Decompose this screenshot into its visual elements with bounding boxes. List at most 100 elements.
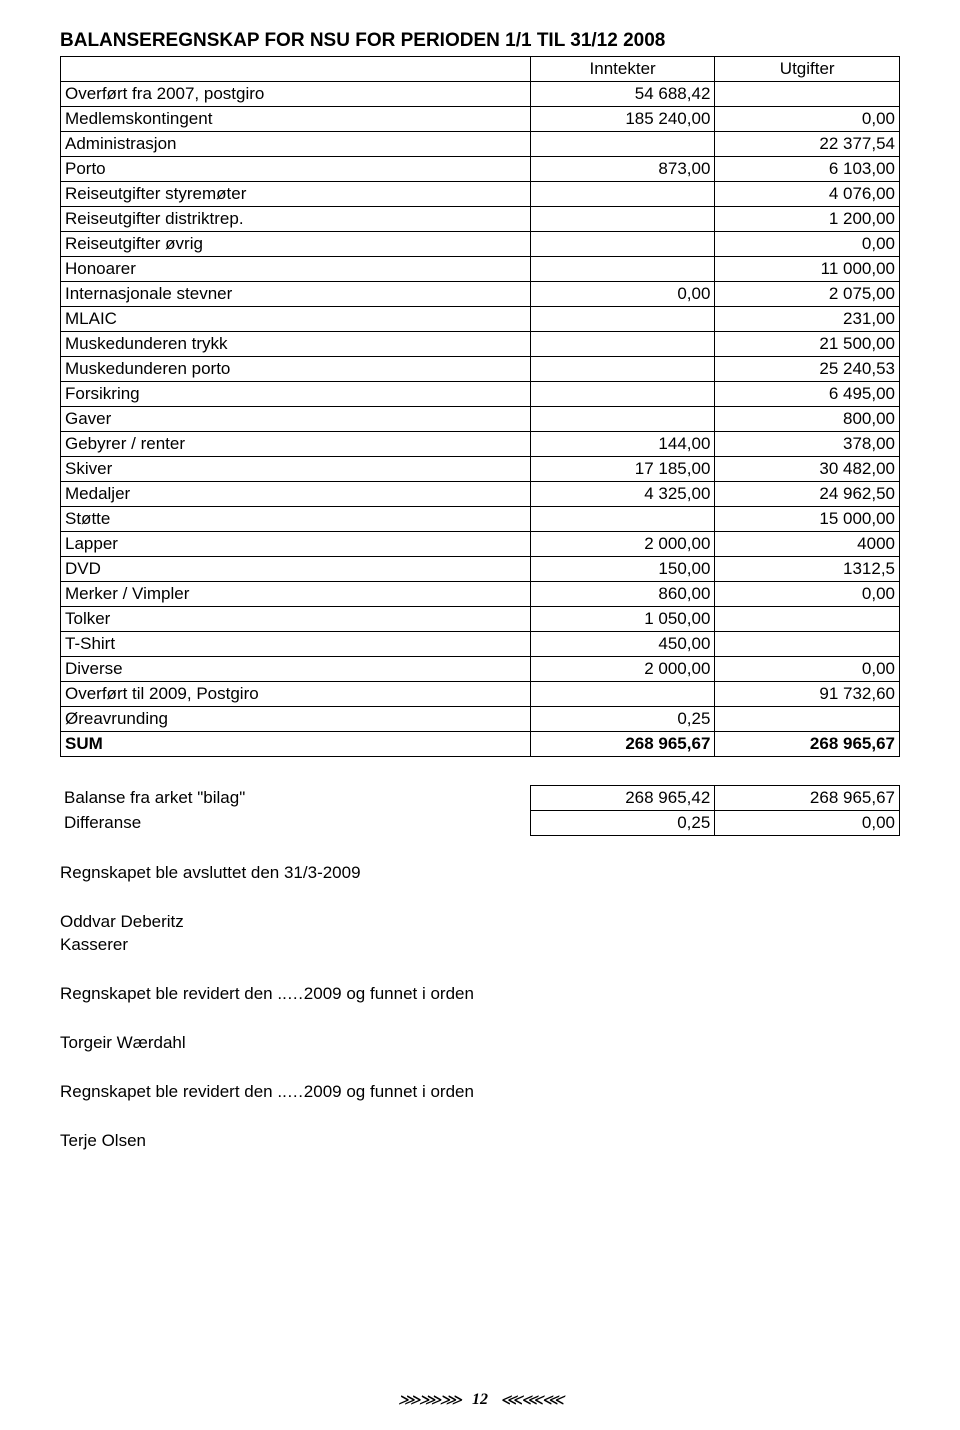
table-row: Skiver17 185,0030 482,00	[61, 457, 900, 482]
revision-text-1: Regnskapet ble revidert den ..…2009 og f…	[60, 983, 900, 1006]
row-expense: 2 075,00	[715, 282, 900, 307]
balance-row: Balanse fra arket "bilag" 268 965,42 268…	[60, 786, 900, 811]
row-expense: 378,00	[715, 432, 900, 457]
balance-income-2: 0,25	[530, 811, 715, 836]
signer-name-1: Oddvar Deberitz	[60, 911, 900, 934]
table-row: Lapper2 000,004000	[61, 532, 900, 557]
row-label: Gaver	[61, 407, 531, 432]
row-income	[530, 307, 715, 332]
table-row: Internasjonale stevner0,002 075,00	[61, 282, 900, 307]
ledger-table: Inntekter Utgifter Overført fra 2007, po…	[60, 56, 900, 757]
balance-expense-2: 0,00	[715, 811, 900, 836]
row-expense: 22 377,54	[715, 132, 900, 157]
row-label: Porto	[61, 157, 531, 182]
table-row: Reiseutgifter distriktrep.1 200,00	[61, 207, 900, 232]
table-row: Støtte 15 000,00	[61, 507, 900, 532]
row-income: 450,00	[530, 632, 715, 657]
row-income	[530, 382, 715, 407]
row-income	[530, 507, 715, 532]
row-label: Forsikring	[61, 382, 531, 407]
row-income: 0,25	[530, 707, 715, 732]
row-label: Administrasjon	[61, 132, 531, 157]
row-expense: 15 000,00	[715, 507, 900, 532]
row-income	[530, 332, 715, 357]
row-income: 144,00	[530, 432, 715, 457]
row-label: T-Shirt	[61, 632, 531, 657]
row-income	[530, 357, 715, 382]
row-income	[530, 132, 715, 157]
row-label: Reiseutgifter distriktrep.	[61, 207, 531, 232]
header-blank	[61, 57, 531, 82]
table-row: Tolker1 050,00	[61, 607, 900, 632]
row-expense: 4000	[715, 532, 900, 557]
row-income: 185 240,00	[530, 107, 715, 132]
balance-label-1: Balanse fra arket "bilag"	[60, 786, 530, 811]
table-row: Muskedunderen trykk 21 500,00	[61, 332, 900, 357]
row-expense: 0,00	[715, 107, 900, 132]
row-expense: 11 000,00	[715, 257, 900, 282]
row-expense: 800,00	[715, 407, 900, 432]
row-label: Overført fra 2007, postgiro	[61, 82, 531, 107]
row-label: Øreavrunding	[61, 707, 531, 732]
row-expense	[715, 82, 900, 107]
row-label: Gebyrer / renter	[61, 432, 531, 457]
row-income: 4 325,00	[530, 482, 715, 507]
table-row: Honoarer 11 000,00	[61, 257, 900, 282]
row-expense	[715, 632, 900, 657]
signature-block-1: Oddvar Deberitz Kasserer	[60, 911, 900, 957]
row-expense: 6 103,00	[715, 157, 900, 182]
balance-row: Differanse 0,25 0,00	[60, 811, 900, 836]
row-label: Overført til 2009, Postgiro	[61, 682, 531, 707]
row-expense: 21 500,00	[715, 332, 900, 357]
row-expense: 1312,5	[715, 557, 900, 582]
row-expense: 25 240,53	[715, 357, 900, 382]
row-income: 2 000,00	[530, 657, 715, 682]
table-row: Diverse2 000,000,00	[61, 657, 900, 682]
table-row: Forsikring6 495,00	[61, 382, 900, 407]
row-label: Reiseutgifter styremøter	[61, 182, 531, 207]
sum-label: SUM	[61, 732, 531, 757]
row-label: Støtte	[61, 507, 531, 532]
table-row: Administrasjon 22 377,54	[61, 132, 900, 157]
row-label: Merker / Vimpler	[61, 582, 531, 607]
balance-income-1: 268 965,42	[530, 786, 715, 811]
page-number: 12	[472, 1391, 488, 1408]
row-income	[530, 182, 715, 207]
sum-row: SUM 268 965,67 268 965,67	[61, 732, 900, 757]
balance-table: Balanse fra arket "bilag" 268 965,42 268…	[60, 785, 900, 836]
row-income	[530, 407, 715, 432]
row-expense: 24 962,50	[715, 482, 900, 507]
row-expense: 231,00	[715, 307, 900, 332]
row-label: MLAIC	[61, 307, 531, 332]
ornament-right-icon: ⋘⋘⋘	[500, 1390, 562, 1410]
row-income: 17 185,00	[530, 457, 715, 482]
row-expense: 0,00	[715, 657, 900, 682]
row-label: Medaljer	[61, 482, 531, 507]
table-row: Merker / Vimpler860,000,00	[61, 582, 900, 607]
table-row: Medaljer4 325,0024 962,50	[61, 482, 900, 507]
table-row: Gebyrer / renter144,00378,00	[61, 432, 900, 457]
table-row: Reiseutgifter øvrig0,00	[61, 232, 900, 257]
row-expense: 91 732,60	[715, 682, 900, 707]
row-expense	[715, 607, 900, 632]
table-row: Porto873,006 103,00	[61, 157, 900, 182]
row-label: Muskedunderen trykk	[61, 332, 531, 357]
signer-role-1: Kasserer	[60, 934, 900, 957]
row-label: Muskedunderen porto	[61, 357, 531, 382]
table-row: Gaver 800,00	[61, 407, 900, 432]
row-label: Diverse	[61, 657, 531, 682]
revision-text-2: Regnskapet ble revidert den ..…2009 og f…	[60, 1081, 900, 1104]
closed-text: Regnskapet ble avsluttet den 31/3-2009	[60, 862, 900, 885]
row-label: DVD	[61, 557, 531, 582]
row-income	[530, 257, 715, 282]
row-expense: 4 076,00	[715, 182, 900, 207]
row-income: 873,00	[530, 157, 715, 182]
signer-name-2: Torgeir Wærdahl	[60, 1032, 900, 1055]
table-row: Reiseutgifter styremøter 4 076,00	[61, 182, 900, 207]
table-row: Medlemskontingent185 240,000,00	[61, 107, 900, 132]
row-label: Honoarer	[61, 257, 531, 282]
row-income: 1 050,00	[530, 607, 715, 632]
row-label: Skiver	[61, 457, 531, 482]
header-expense: Utgifter	[715, 57, 900, 82]
table-row: Øreavrunding0,25	[61, 707, 900, 732]
